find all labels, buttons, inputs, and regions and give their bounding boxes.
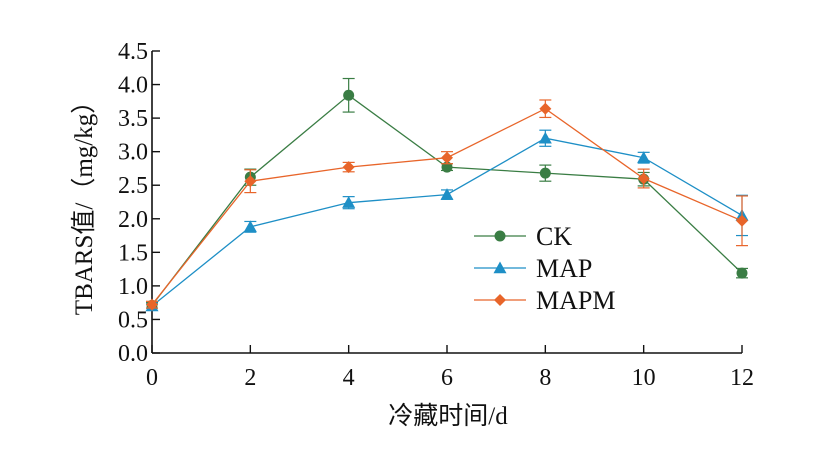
legend: CK MAP MAPM <box>474 222 615 315</box>
x-axis-title: 冷藏时间/d <box>388 402 508 430</box>
data-point-map <box>538 131 552 144</box>
data-point-mapm <box>441 151 453 164</box>
legend-label-ck: CK <box>536 222 572 251</box>
series-map <box>145 129 749 312</box>
data-point-ck <box>441 161 453 173</box>
data-point-mapm <box>244 175 257 188</box>
data-point-mapm <box>637 172 650 185</box>
x-tick-label: 4 <box>343 365 355 391</box>
x-tick-label: 10 <box>632 365 656 391</box>
data-point-ck <box>736 267 748 279</box>
data-point-ck <box>539 167 551 179</box>
legend-marker-mapm <box>494 294 506 306</box>
axes: 0.0 0.5 1.0 1.5 2.0 2.5 3.0 3.5 4.0 4.5 0 2 4 6 8 10 12 <box>118 39 754 391</box>
data-point-map <box>342 196 356 208</box>
legend-item-ck: CK <box>474 222 572 251</box>
y-tick-label: 1.5 <box>118 240 148 266</box>
x-tick-label: 6 <box>441 365 453 391</box>
y-tick-label: 3.5 <box>118 106 148 132</box>
x-tick-label: 0 <box>146 365 158 391</box>
y-tick-label: 2.0 <box>118 207 148 233</box>
y-tick-label: 1.0 <box>118 274 148 300</box>
y-tick-label: 0.5 <box>118 307 148 333</box>
series-mapm <box>146 99 748 311</box>
y-tick-label: 3.0 <box>118 140 148 166</box>
y-tick-label: 2.5 <box>118 173 148 199</box>
legend-label-mapm: MAPM <box>536 286 615 315</box>
data-point-mapm <box>539 102 552 115</box>
data-point-map <box>440 188 454 200</box>
data-point-mapm <box>146 298 158 311</box>
series-line-mapm <box>151 107 743 306</box>
series-line-ck <box>151 94 743 306</box>
data-point-mapm <box>736 214 748 227</box>
x-tick-label: 12 <box>730 365 754 391</box>
data-point-map <box>243 220 257 233</box>
y-axis-title: TBARS值/（mg/kg） <box>70 89 98 315</box>
legend-item-mapm: MAPM <box>474 286 615 315</box>
y-tick-label: 0.0 <box>118 341 148 367</box>
data-point-map <box>637 151 651 163</box>
legend-marker-ck <box>494 230 506 242</box>
legend-marker-map <box>493 261 507 274</box>
legend-label-map: MAP <box>536 254 592 283</box>
x-tick-label: 2 <box>244 365 256 391</box>
y-tick-label: 4.0 <box>118 73 148 99</box>
y-tick-label: 4.5 <box>118 39 148 65</box>
legend-item-map: MAP <box>474 254 592 283</box>
data-point-ck <box>343 89 355 101</box>
data-point-mapm <box>342 161 355 174</box>
series-layer <box>145 77 749 312</box>
x-tick-label: 8 <box>539 365 551 391</box>
